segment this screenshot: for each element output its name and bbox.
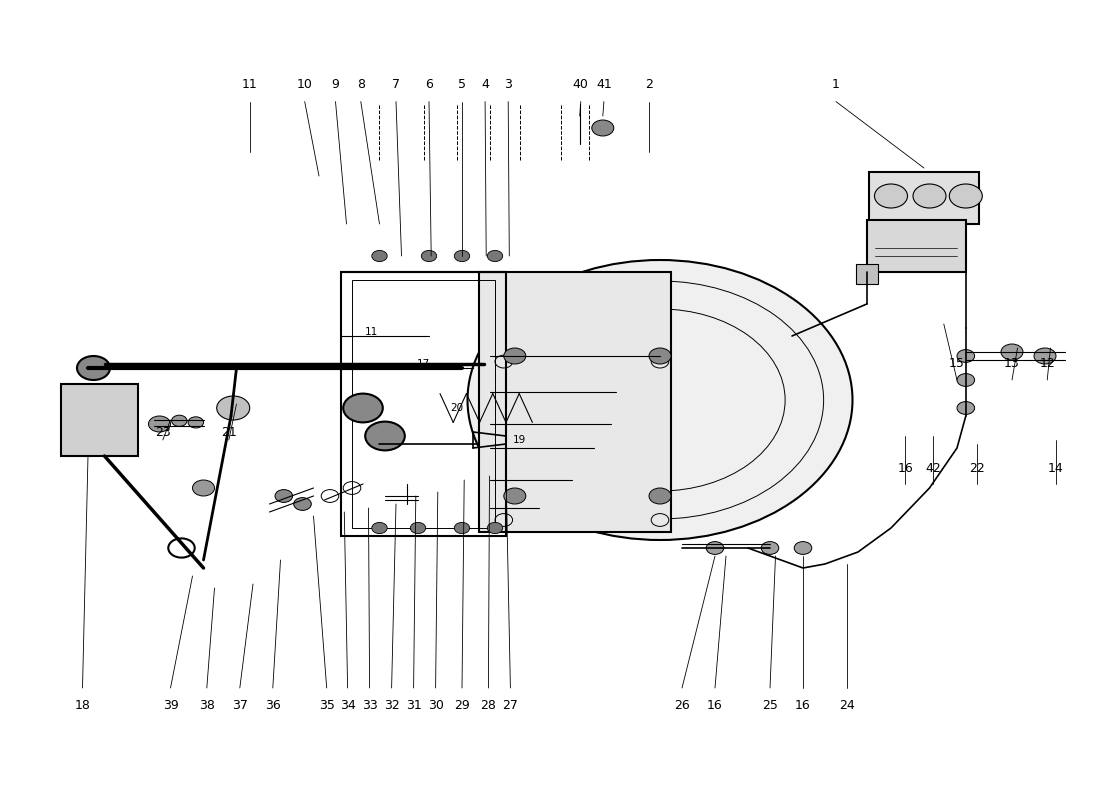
Bar [869,172,979,224]
Circle shape [365,422,405,450]
Text: 19: 19 [513,435,526,445]
Circle shape [874,184,907,208]
Text: 13: 13 [1004,358,1020,370]
Text: 4: 4 [481,78,490,90]
Circle shape [794,542,812,554]
Text: 33: 33 [362,699,377,712]
Text: 5: 5 [458,78,466,90]
Text: 22: 22 [969,462,984,474]
Text: 34: 34 [340,699,355,712]
Text: 42: 42 [925,462,940,474]
Text: 17: 17 [417,359,430,369]
Text: 1: 1 [832,78,840,90]
Circle shape [275,490,293,502]
Circle shape [372,250,387,262]
Circle shape [410,522,426,534]
Bar [341,272,506,536]
Bar [60,384,138,456]
Circle shape [504,348,526,364]
Text: 16: 16 [898,462,913,474]
Circle shape [454,250,470,262]
Text: 10: 10 [297,78,312,90]
Circle shape [148,416,170,432]
Text: 18: 18 [75,699,90,712]
Circle shape [913,184,946,208]
Circle shape [649,348,671,364]
Text: 40: 40 [573,78,588,90]
Circle shape [504,488,526,504]
Text: 6: 6 [425,78,433,90]
Circle shape [468,260,852,540]
Text: 8: 8 [356,78,365,90]
Bar [867,220,966,272]
Circle shape [761,542,779,554]
Text: 32: 32 [384,699,399,712]
Circle shape [343,394,383,422]
Circle shape [957,350,975,362]
Text: 35: 35 [319,699,334,712]
Text: 20: 20 [450,403,463,413]
Text: 37: 37 [232,699,248,712]
Text: 41: 41 [596,78,612,90]
Text: 2: 2 [645,78,653,90]
Text: 3: 3 [504,78,513,90]
Circle shape [188,417,204,428]
Circle shape [454,522,470,534]
Text: 15: 15 [949,358,965,370]
Circle shape [957,374,975,386]
Text: 31: 31 [406,699,421,712]
Circle shape [949,184,982,208]
Circle shape [1034,348,1056,364]
Text: 23: 23 [155,426,170,438]
Circle shape [487,522,503,534]
Text: 28: 28 [481,699,496,712]
Text: 24: 24 [839,699,855,712]
Text: 26: 26 [674,699,690,712]
Circle shape [217,396,250,420]
Text: 39: 39 [163,699,178,712]
Circle shape [77,356,110,380]
Text: 12: 12 [1040,358,1055,370]
Circle shape [192,480,215,496]
Text: 9: 9 [331,78,340,90]
Circle shape [172,415,187,426]
Circle shape [649,488,671,504]
Circle shape [957,402,975,414]
Text: 25: 25 [762,699,778,712]
Circle shape [1001,344,1023,360]
Text: 14: 14 [1048,462,1064,474]
Text: 11: 11 [242,78,257,90]
Text: 27: 27 [503,699,518,712]
Text: 16: 16 [795,699,811,712]
Text: 38: 38 [199,699,214,712]
Circle shape [372,522,387,534]
Circle shape [592,120,614,136]
Text: 16: 16 [707,699,723,712]
Text: 11: 11 [365,327,378,337]
Circle shape [487,250,503,262]
Bar [856,264,878,284]
Text: 21: 21 [221,426,236,438]
Text: 30: 30 [428,699,443,712]
Circle shape [421,250,437,262]
Text: 36: 36 [265,699,280,712]
Circle shape [294,498,311,510]
Bar [352,280,495,528]
Text: 7: 7 [392,78,400,90]
Bar [478,272,671,532]
Text: 29: 29 [454,699,470,712]
Circle shape [706,542,724,554]
